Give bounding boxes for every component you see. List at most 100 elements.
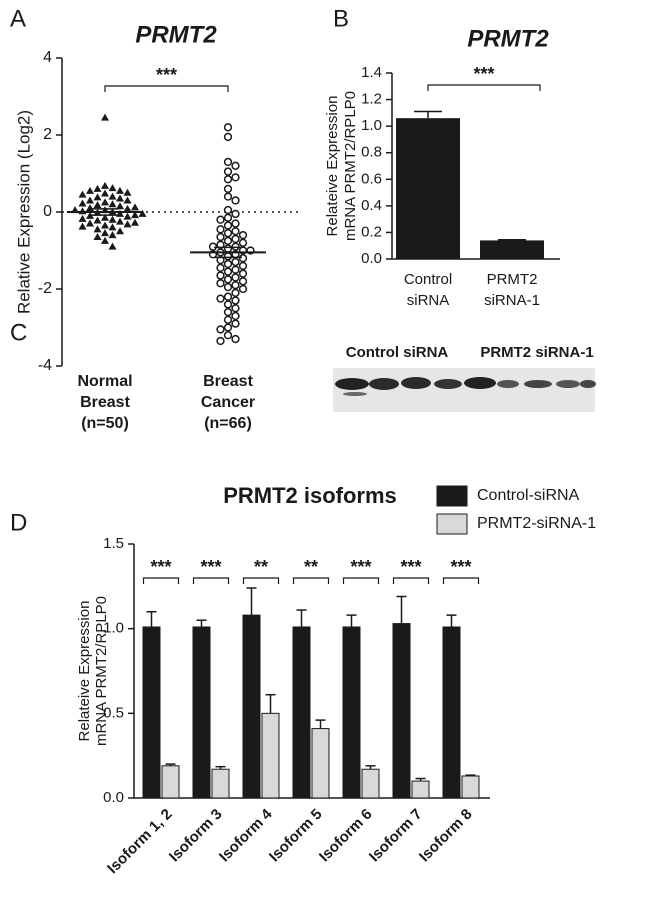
y-tick-label: 0.2 [361, 223, 382, 240]
significance-label: ** [304, 557, 318, 577]
legend-label: PRMT2-siRNA-1 [477, 515, 596, 532]
data-point [238, 238, 248, 247]
data-point [231, 257, 240, 267]
bar [442, 626, 461, 799]
data-point [93, 216, 102, 224]
data-point [231, 296, 240, 305]
y-axis-label: Relateive Expression [324, 96, 341, 237]
y-tick-label: 1.0 [103, 620, 124, 637]
y-axis-label: Relative Expression (Log2) [14, 110, 33, 314]
x-tick-label: Isoform 8 [416, 806, 476, 866]
data-point [216, 294, 225, 303]
data-point [123, 212, 132, 220]
bar [411, 780, 430, 799]
chart-title: PRMT2 isoforms [223, 483, 397, 508]
y-tick-label: 0.5 [103, 704, 124, 721]
legend-swatch [436, 485, 468, 507]
x-tick-label: Isoform 6 [316, 806, 376, 866]
significance-bracket [104, 85, 229, 92]
data-point [101, 229, 109, 237]
data-point [108, 231, 117, 239]
bar [292, 626, 311, 799]
y-tick-label: 4 [43, 49, 52, 66]
bar [211, 768, 230, 799]
significance-bracket [392, 577, 430, 584]
data-point [216, 215, 225, 224]
panel-label: D [10, 509, 27, 536]
data-point [93, 201, 102, 209]
data-point [231, 161, 240, 170]
x-tick-label: Isoform 4 [216, 805, 276, 865]
y-tick-label: -2 [38, 280, 52, 297]
data-point [216, 225, 225, 234]
significance-bracket [342, 577, 380, 584]
y-tick-label: 2 [43, 126, 52, 143]
data-point [238, 284, 248, 294]
data-point [223, 315, 233, 324]
data-point [116, 194, 124, 202]
data-point [123, 220, 132, 228]
chart-title: PRMT2 [467, 25, 549, 52]
data-point [116, 186, 124, 194]
data-point [86, 219, 94, 227]
data-point [86, 204, 94, 212]
significance-label: *** [200, 557, 221, 577]
data-point [101, 113, 109, 121]
data-point [231, 304, 240, 313]
data-point [223, 132, 233, 142]
data-point [101, 198, 109, 206]
bar [392, 623, 411, 799]
significance-label: *** [473, 64, 494, 84]
bar [311, 728, 330, 799]
data-point [223, 300, 233, 309]
data-point [223, 229, 233, 238]
y-tick-label: 1.2 [361, 91, 382, 108]
data-point [101, 221, 109, 229]
data-point [223, 175, 233, 184]
bar [261, 712, 280, 799]
data-point [123, 204, 132, 212]
data-point [208, 242, 218, 251]
bar [480, 240, 544, 259]
data-point [108, 215, 117, 223]
data-point [108, 223, 117, 231]
x-tick-label: (n=66) [204, 415, 252, 432]
data-point [93, 233, 102, 241]
significance-label: *** [350, 557, 371, 577]
x-tick-label: Isoform 5 [266, 806, 326, 866]
data-point [86, 211, 94, 219]
x-tick-label: Isoform 1, 2 [104, 806, 176, 878]
data-point [108, 200, 117, 208]
significance-label: *** [156, 65, 177, 85]
legend-swatch [436, 513, 468, 535]
data-point [101, 236, 109, 244]
data-point [116, 217, 124, 225]
data-point [216, 325, 225, 334]
legend-label: Control-siRNA [477, 487, 580, 504]
significance-bracket [142, 577, 180, 584]
data-point [238, 230, 248, 240]
chart-title: PRMT2 [135, 21, 217, 48]
y-tick-label: 0 [43, 203, 52, 220]
data-point [216, 336, 225, 346]
data-point [231, 311, 240, 321]
data-point [131, 218, 139, 226]
data-point [86, 186, 94, 194]
data-point [231, 196, 240, 205]
bar [342, 626, 361, 799]
y-tick-label: 1.5 [103, 535, 124, 552]
lane-label: PRMT2 siRNA-1 [480, 344, 593, 361]
data-point [238, 254, 248, 263]
data-point [116, 209, 124, 217]
x-tick-label: siRNA-1 [484, 292, 540, 309]
y-tick-label: 0.0 [103, 789, 124, 806]
panel-label: B [333, 5, 349, 32]
x-tick-label: siRNA [407, 292, 450, 309]
data-point [108, 242, 117, 250]
data-point [101, 181, 109, 189]
data-point [216, 263, 225, 272]
y-axis-label: mRNA PRMT2/RPLP0 [342, 91, 359, 241]
western-blot [333, 368, 596, 412]
significance-label: ** [254, 557, 268, 577]
